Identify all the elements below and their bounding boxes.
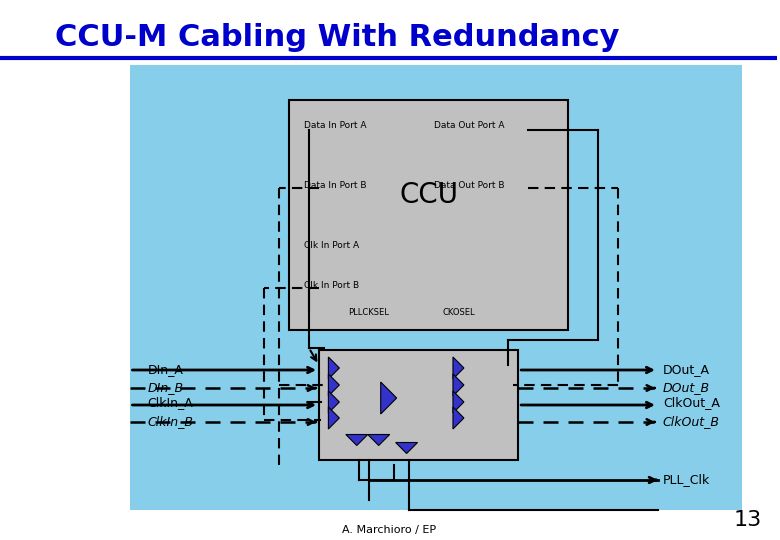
Text: PLLCKSEL: PLLCKSEL — [349, 308, 389, 317]
Text: DIn_A: DIn_A — [147, 363, 183, 376]
Polygon shape — [346, 435, 367, 446]
Text: PLL_Clk: PLL_Clk — [663, 474, 710, 487]
Polygon shape — [328, 374, 339, 396]
Polygon shape — [453, 374, 464, 396]
Polygon shape — [328, 407, 339, 429]
Text: ClkIn_A: ClkIn_A — [147, 396, 193, 409]
Bar — [289, 100, 568, 330]
Text: ClkIn_B: ClkIn_B — [147, 415, 193, 429]
Text: A. Marchioro / EP: A. Marchioro / EP — [342, 525, 436, 535]
Text: ClkOut_A: ClkOut_A — [663, 396, 720, 409]
FancyBboxPatch shape — [129, 65, 743, 510]
Text: CKOSEL: CKOSEL — [442, 308, 475, 317]
Text: DOut_A: DOut_A — [663, 363, 710, 376]
Text: Data Out Port A: Data Out Port A — [434, 121, 504, 130]
Polygon shape — [453, 407, 464, 429]
Polygon shape — [328, 357, 339, 379]
Bar — [319, 350, 518, 460]
Polygon shape — [367, 435, 390, 446]
Text: Clk In Port B: Clk In Port B — [304, 281, 359, 290]
Text: CCU-M Cabling With Redundancy: CCU-M Cabling With Redundancy — [55, 24, 619, 52]
Text: Data In Port A: Data In Port A — [304, 121, 367, 130]
Polygon shape — [328, 391, 339, 413]
Polygon shape — [453, 391, 464, 413]
Text: DIn_B: DIn_B — [147, 381, 183, 395]
Text: ClkOut_B: ClkOut_B — [663, 415, 720, 429]
Polygon shape — [381, 382, 397, 414]
Text: DOut_B: DOut_B — [663, 381, 710, 395]
Polygon shape — [395, 442, 417, 454]
Text: CCU: CCU — [399, 181, 458, 209]
Text: Clk In Port A: Clk In Port A — [304, 241, 359, 250]
Text: 13: 13 — [733, 510, 761, 530]
Text: Data Out Port B: Data Out Port B — [434, 181, 504, 190]
Text: Data In Port B: Data In Port B — [304, 181, 367, 190]
Polygon shape — [453, 357, 464, 379]
